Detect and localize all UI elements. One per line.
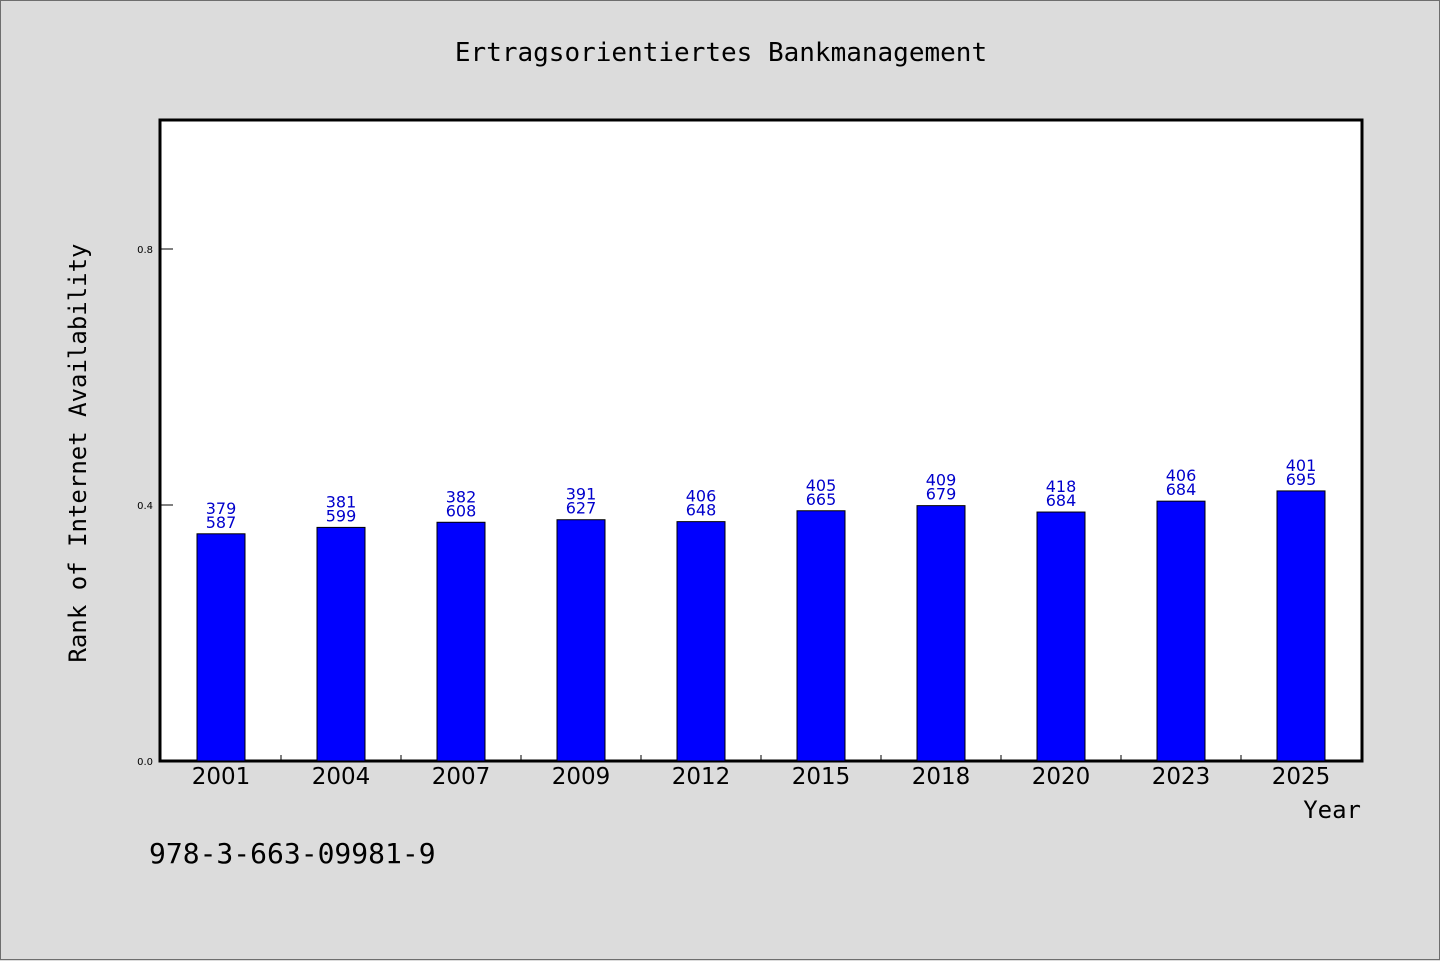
data-labels-group: 3795873815993826083916274066484056654096…: [206, 456, 1317, 532]
y-tick-label: 0.0: [137, 757, 153, 768]
x-tick-label: 2018: [912, 764, 971, 790]
bar-2023: [1156, 500, 1206, 762]
bar-2007: [436, 521, 486, 762]
y-axis-label: Rank of Internet Availability: [64, 243, 92, 662]
bar-2020: [1036, 511, 1086, 762]
chart-title: Ertragsorientiertes Bankmanagement: [455, 38, 987, 68]
bar-2018: [916, 505, 966, 762]
data-label-bottom: 648: [686, 501, 717, 520]
data-label-top: 382: [446, 487, 477, 506]
x-tick-label: 2015: [792, 764, 851, 790]
data-label-bottom: 608: [446, 501, 477, 520]
data-label-top: 401: [1286, 456, 1317, 475]
data-label-top: 418: [1046, 477, 1077, 496]
x-tick-label: 2004: [312, 764, 371, 790]
data-label-top: 406: [1166, 466, 1197, 485]
y-axis-ticks: 0.0 0.4 0.8: [137, 245, 173, 768]
data-label-bottom: 684: [1166, 480, 1197, 499]
data-label-top: 391: [566, 485, 597, 504]
x-axis-ticks: 2001 2004 2007 2009 2012 2015 2018 2020 2023 2025: [192, 755, 1331, 790]
data-label-bottom: 599: [326, 506, 357, 525]
x-tick-label: 2007: [432, 764, 491, 790]
bar-2012: [676, 521, 726, 762]
data-label-bottom: 695: [1286, 470, 1317, 489]
bars-group: [196, 490, 1326, 762]
x-tick-label: 2009: [552, 764, 611, 790]
bar-2009: [556, 519, 606, 762]
data-label-bottom: 679: [926, 485, 957, 504]
x-tick-label: 2023: [1152, 764, 1211, 790]
bar-2001: [196, 533, 246, 762]
x-tick-label: 2012: [672, 764, 731, 790]
footnote-isbn: 978-3-663-09981-9: [149, 837, 436, 870]
data-label-bottom: 684: [1046, 491, 1077, 510]
data-label-top: 379: [206, 499, 237, 518]
data-label-top: 405: [806, 476, 837, 495]
bar-2004: [316, 526, 366, 762]
bar-2025: [1276, 490, 1326, 762]
x-axis-label: Year: [1303, 796, 1361, 824]
x-tick-label: 2020: [1032, 764, 1091, 790]
data-label-bottom: 587: [206, 513, 237, 532]
y-tick-label: 0.8: [137, 245, 153, 256]
data-label-bottom: 627: [566, 499, 597, 518]
x-tick-label: 2025: [1272, 764, 1331, 790]
data-label-bottom: 665: [806, 490, 837, 509]
data-label-top: 406: [686, 487, 717, 506]
y-tick-label: 0.4: [137, 501, 153, 512]
x-tick-label: 2001: [192, 764, 251, 790]
bar-2015: [796, 510, 846, 762]
data-label-top: 381: [326, 492, 357, 511]
data-label-top: 409: [926, 471, 957, 490]
